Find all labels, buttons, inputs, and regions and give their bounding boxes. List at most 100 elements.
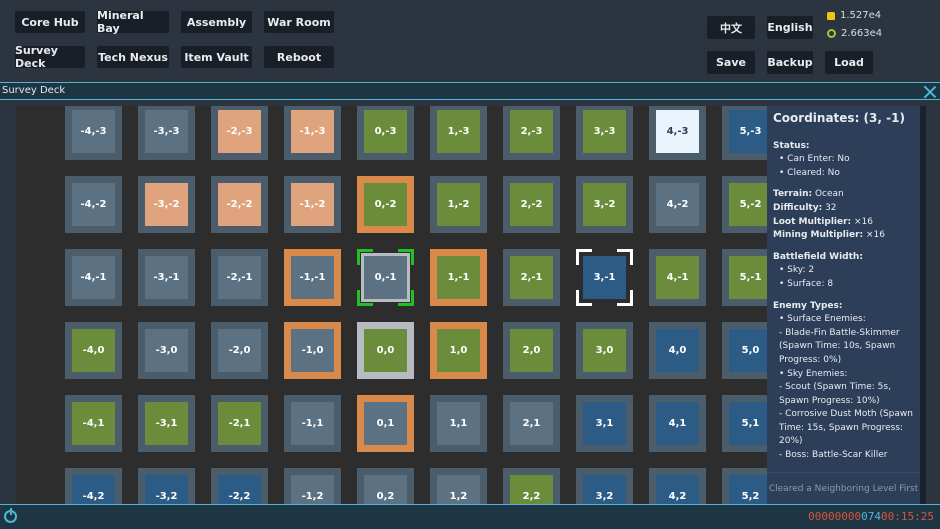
counter-primary: 00000000 <box>808 510 862 523</box>
power-icon[interactable] <box>4 508 17 523</box>
map-cell[interactable]: 1,-3 <box>430 106 487 160</box>
top-bar: Core Hub Mineral Bay Assembly War Room S… <box>0 0 940 82</box>
map-cell[interactable]: -4,1 <box>65 395 122 452</box>
map-cell-label: -4,2 <box>72 475 115 504</box>
map-cell[interactable]: -1,-2 <box>284 176 341 233</box>
enemy-entry: - Corrosive Dust Moth (Spawn Time: 15s, … <box>779 409 913 447</box>
map-cell-label: 0,-3 <box>364 110 407 153</box>
map-cell[interactable]: -3,2 <box>138 468 195 504</box>
reboot-button[interactable]: Reboot <box>264 46 334 68</box>
survey-deck-button[interactable]: Survey Deck <box>15 44 85 70</box>
map-cell[interactable]: 0,-2 <box>357 176 414 233</box>
map-cell-label: 1,2 <box>437 475 480 504</box>
map-cell[interactable]: -2,-2 <box>211 176 268 233</box>
map-cell[interactable]: 4,1 <box>649 395 706 452</box>
map-cell[interactable]: 0,2 <box>357 468 414 504</box>
surface-enemies-label: • Surface Enemies: <box>779 314 866 325</box>
map-cell[interactable]: 0,1 <box>357 395 414 452</box>
map-cell-label: -2,-3 <box>218 110 261 153</box>
map-cell[interactable]: 5,0 <box>722 322 767 379</box>
map-cell-label: 0,2 <box>364 475 407 504</box>
map-cell[interactable]: -4,-3 <box>65 106 122 160</box>
difficulty-label: Difficulty: <box>773 202 823 213</box>
mineral-bay-button[interactable]: Mineral Bay <box>97 9 169 35</box>
map-cell[interactable]: 0,-3 <box>357 106 414 160</box>
map-cell[interactable]: 2,0 <box>503 322 560 379</box>
map-cell[interactable]: -3,-2 <box>138 176 195 233</box>
map-cell[interactable]: 2,1 <box>503 395 560 452</box>
english-language-button[interactable]: English <box>767 16 813 39</box>
map-cell[interactable]: 4,-1 <box>649 249 706 306</box>
map-cell[interactable]: 3,0 <box>576 322 633 379</box>
map-cell[interactable]: 2,2 <box>503 468 560 504</box>
map-cell[interactable]: 3,1 <box>576 395 633 452</box>
map-cell[interactable]: -3,1 <box>138 395 195 452</box>
map-cell[interactable]: -1,1 <box>284 395 341 452</box>
load-button[interactable]: Load <box>825 51 873 74</box>
map-cell[interactable]: 0,0 <box>357 322 414 379</box>
map-cell[interactable]: 2,-2 <box>503 176 560 233</box>
map-cell[interactable]: 3,-1 <box>576 249 633 306</box>
map-cell[interactable]: 4,2 <box>649 468 706 504</box>
info-scrollbar[interactable] <box>920 106 926 504</box>
map-cell[interactable]: 5,-1 <box>722 249 767 306</box>
map-cell[interactable]: -2,-1 <box>211 249 268 306</box>
bottom-bar: 0000000007400:15:25 <box>0 504 940 529</box>
map-cell[interactable]: 4,-3 <box>649 106 706 160</box>
map-cell[interactable]: 1,1 <box>430 395 487 452</box>
map-cell[interactable]: -3,0 <box>138 322 195 379</box>
close-icon[interactable] <box>922 84 938 100</box>
map-cell[interactable]: 3,2 <box>576 468 633 504</box>
item-vault-button[interactable]: Item Vault <box>181 46 252 68</box>
map-cell-label: 1,0 <box>437 329 480 372</box>
map-cell[interactable]: 3,-3 <box>576 106 633 160</box>
current-cell-ring <box>361 253 410 302</box>
map-cell[interactable]: -4,-2 <box>65 176 122 233</box>
map-cell[interactable]: -4,2 <box>65 468 122 504</box>
map-cell[interactable]: 0,-1 <box>357 249 414 306</box>
map-cell[interactable]: -4,0 <box>65 322 122 379</box>
war-room-button[interactable]: War Room <box>264 11 334 33</box>
enemy-entry: - Boss: Battle-Scar Killer <box>779 450 888 461</box>
tech-nexus-button[interactable]: Tech Nexus <box>97 46 169 68</box>
status-counter: 0000000007400:15:25 <box>808 510 934 523</box>
enemy-types-label: Enemy Types: <box>773 300 843 311</box>
assembly-button[interactable]: Assembly <box>181 11 252 33</box>
map-cell[interactable]: -3,-3 <box>138 106 195 160</box>
map-cell[interactable]: 2,-1 <box>503 249 560 306</box>
map-cell[interactable]: -2,1 <box>211 395 268 452</box>
core-hub-button[interactable]: Core Hub <box>15 11 85 33</box>
map-cell-label: 4,-1 <box>656 256 699 299</box>
counter-secondary: 074 <box>861 510 882 523</box>
map-cell-label: 5,-3 <box>729 110 767 153</box>
map-cell[interactable]: 3,-2 <box>576 176 633 233</box>
map-cell[interactable]: 4,-2 <box>649 176 706 233</box>
map-cell[interactable]: 5,-3 <box>722 106 767 160</box>
map-cell[interactable]: -2,-3 <box>211 106 268 160</box>
map-cell[interactable]: -2,2 <box>211 468 268 504</box>
map-cell[interactable]: 5,1 <box>722 395 767 452</box>
map-cell-label: 2,0 <box>510 329 553 372</box>
map-cell-label: -4,0 <box>72 329 115 372</box>
map-cell[interactable]: 5,-2 <box>722 176 767 233</box>
map-cell[interactable]: 1,-1 <box>430 249 487 306</box>
map-cell[interactable]: 5,2 <box>722 468 767 504</box>
save-button[interactable]: Save <box>707 51 755 74</box>
map-cell[interactable]: -3,-1 <box>138 249 195 306</box>
map-cell[interactable]: 1,2 <box>430 468 487 504</box>
map-cell[interactable]: -4,-1 <box>65 249 122 306</box>
chinese-language-button[interactable]: 中文 <box>707 16 755 39</box>
map-cell[interactable]: 1,0 <box>430 322 487 379</box>
panel-title: Survey Deck <box>2 85 66 96</box>
map-cell-label: 4,-2 <box>656 183 699 226</box>
map-cell-label: -2,-2 <box>218 183 261 226</box>
backup-button[interactable]: Backup <box>767 51 813 74</box>
map-cell[interactable]: 1,-2 <box>430 176 487 233</box>
map-cell[interactable]: -1,2 <box>284 468 341 504</box>
map-cell[interactable]: -1,0 <box>284 322 341 379</box>
map-cell[interactable]: -1,-1 <box>284 249 341 306</box>
map-cell[interactable]: -1,-3 <box>284 106 341 160</box>
map-cell[interactable]: 4,0 <box>649 322 706 379</box>
map-cell[interactable]: -2,0 <box>211 322 268 379</box>
map-cell[interactable]: 2,-3 <box>503 106 560 160</box>
